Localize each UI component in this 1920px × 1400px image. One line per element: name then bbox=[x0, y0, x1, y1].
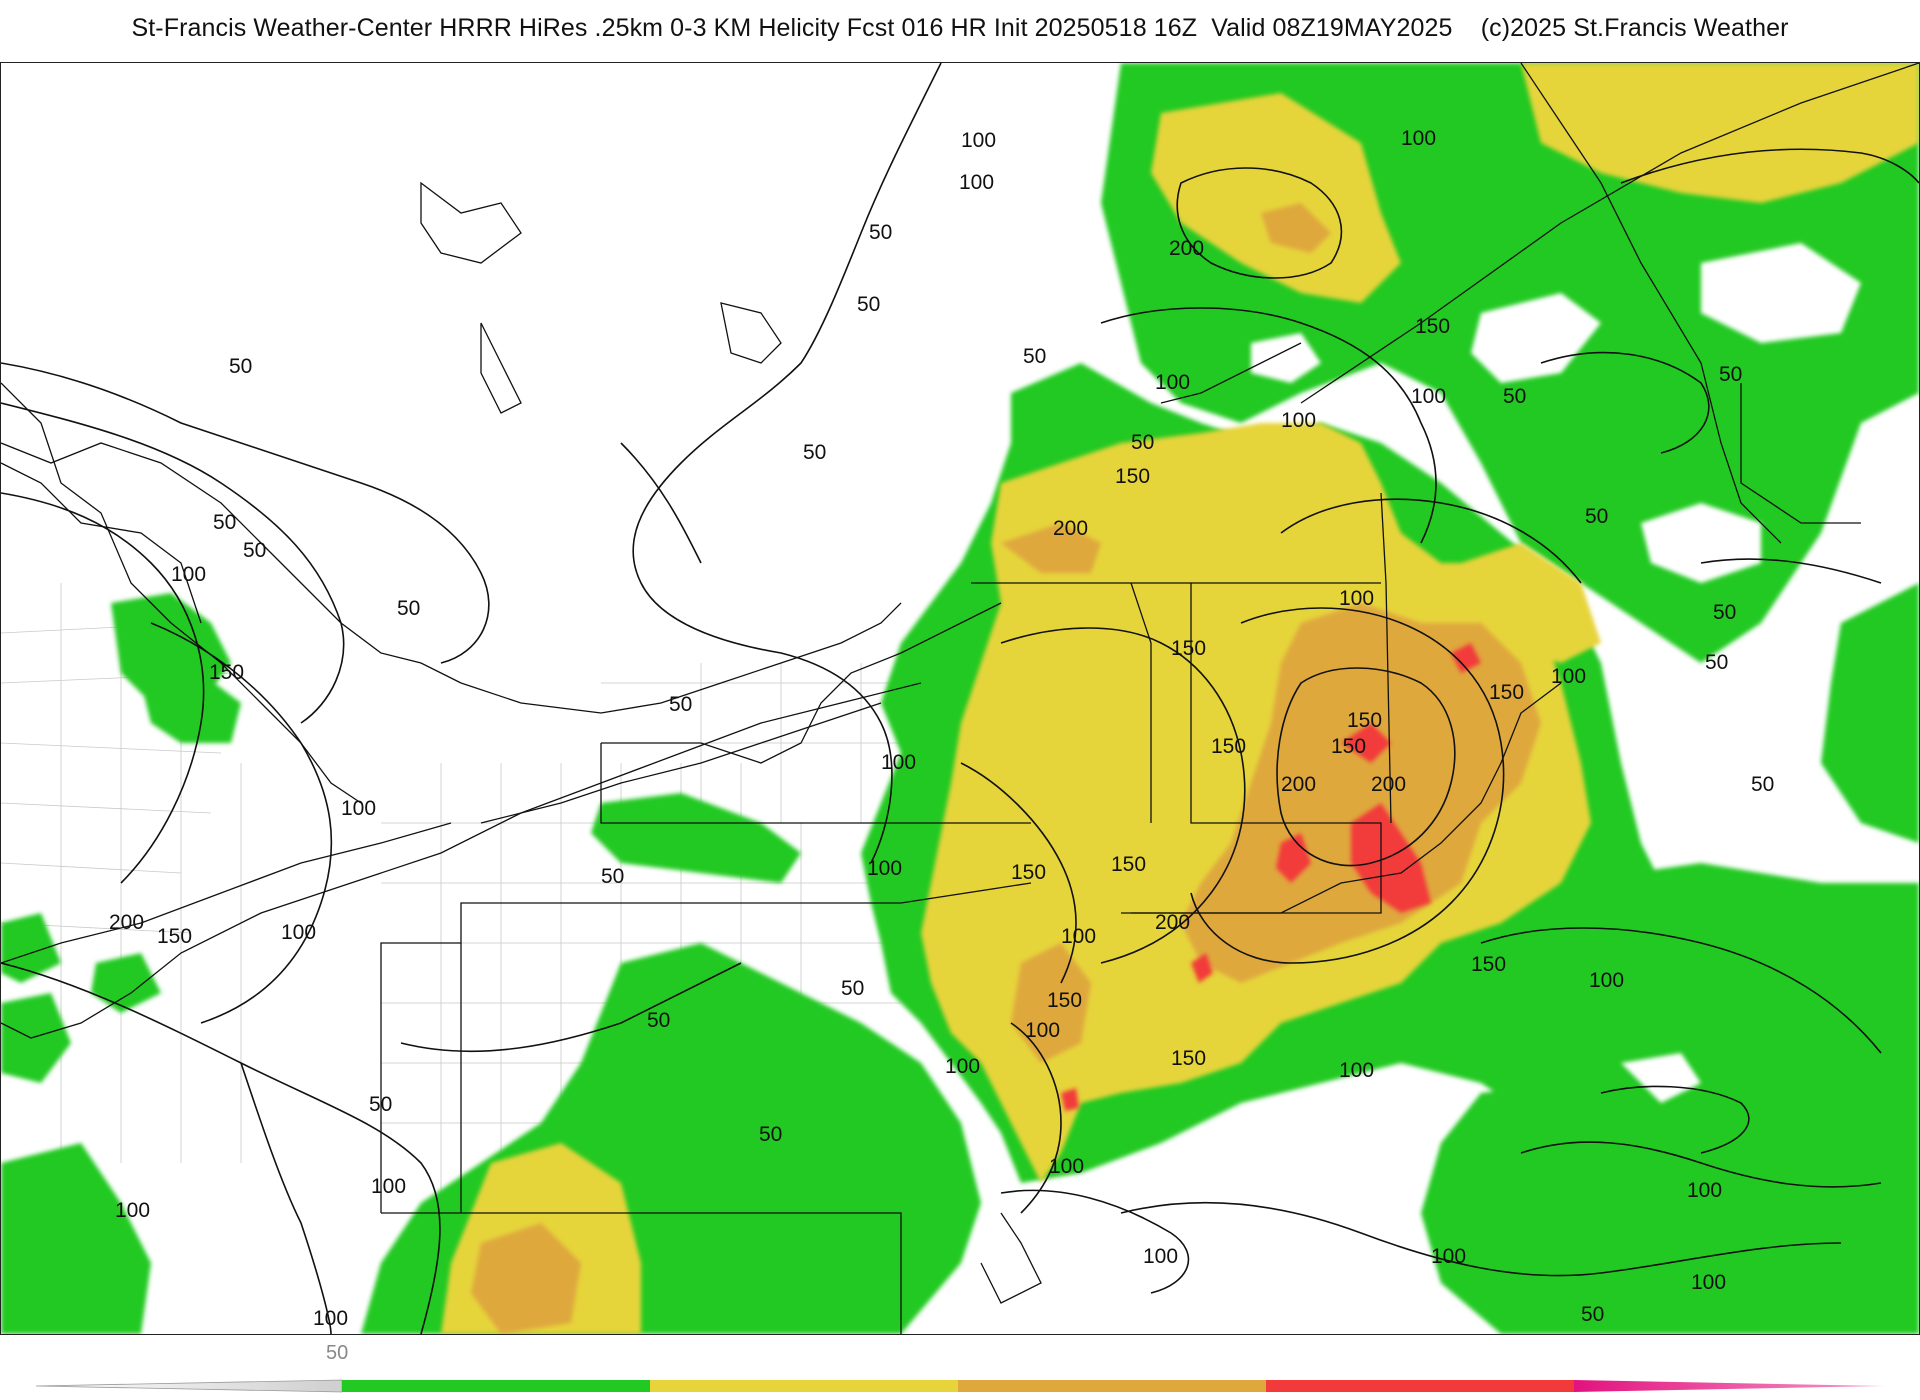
contour-label: 100 bbox=[1551, 665, 1586, 688]
contour-label: 150 bbox=[1331, 735, 1366, 758]
contour-label: 150 bbox=[1171, 637, 1206, 660]
contour-label: 50 bbox=[1705, 651, 1728, 674]
contour-label: 50 bbox=[841, 977, 864, 1000]
contour-label: 150 bbox=[1111, 853, 1146, 876]
contour-label: 100 bbox=[1049, 1155, 1084, 1178]
colorbar-band-above bbox=[1574, 1380, 1884, 1392]
contour-label: 100 bbox=[1143, 1245, 1178, 1268]
contour-label: 50 bbox=[803, 441, 826, 464]
contour-label: 200 bbox=[1155, 911, 1190, 934]
contour-label: 200 bbox=[1371, 773, 1406, 796]
contour-label: 50 bbox=[369, 1093, 392, 1116]
contour-label: 50 bbox=[1023, 345, 1046, 368]
contour-label: 200 bbox=[109, 911, 144, 934]
contour-labels: 100 100 200 50 50 150 100 100 50 100 50 … bbox=[115, 127, 1774, 1330]
state-borders bbox=[1, 63, 1919, 1334]
map-title: St-Francis Weather-Center HRRR HiRes .25… bbox=[131, 14, 1789, 42]
contour-label: 50 bbox=[213, 511, 236, 534]
contour-label: 50 bbox=[397, 597, 420, 620]
contour-label: 50 bbox=[1751, 773, 1774, 796]
contour-label: 100 bbox=[1589, 969, 1624, 992]
contour-label: 50 bbox=[869, 221, 892, 244]
colorbar: 50 bbox=[0, 1334, 1920, 1400]
contour-label: 150 bbox=[1047, 989, 1082, 1012]
contour-label: 150 bbox=[209, 661, 244, 684]
shading-50-100 bbox=[1, 63, 1919, 1334]
contour-label: 50 bbox=[229, 355, 252, 378]
shading-200-250 bbox=[1061, 643, 1481, 1111]
contour-label: 150 bbox=[1171, 1047, 1206, 1070]
helicity-map: 100 100 200 50 50 150 100 100 50 100 50 … bbox=[0, 62, 1920, 1335]
contour-label: 50 bbox=[1719, 363, 1742, 386]
contour-label: 50 bbox=[857, 293, 880, 316]
contour-label: 100 bbox=[867, 857, 902, 880]
contour-label: 150 bbox=[1011, 861, 1046, 884]
contour-label: 100 bbox=[1025, 1019, 1060, 1042]
contour-label: 150 bbox=[1115, 465, 1150, 488]
contour-label: 100 bbox=[1687, 1179, 1722, 1202]
contour-label: 100 bbox=[1281, 409, 1316, 432]
contour-label: 100 bbox=[1691, 1271, 1726, 1294]
contour-label: 50 bbox=[669, 693, 692, 716]
contour-label: 150 bbox=[157, 925, 192, 948]
contour-label: 50 bbox=[1585, 505, 1608, 528]
shading-150-200 bbox=[471, 203, 1541, 1334]
contour-label: 100 bbox=[115, 1199, 150, 1222]
contour-label: 50 bbox=[1581, 1303, 1604, 1326]
contour-label: 50 bbox=[601, 865, 624, 888]
contour-label: 100 bbox=[1411, 385, 1446, 408]
colorbar-tick-label: 50 bbox=[326, 1342, 349, 1364]
contour-label: 200 bbox=[1281, 773, 1316, 796]
contour-label: 150 bbox=[1211, 735, 1246, 758]
contour-label: 100 bbox=[371, 1175, 406, 1198]
contour-label: 50 bbox=[1503, 385, 1526, 408]
colorbar-band-100 bbox=[650, 1380, 958, 1392]
contour-label: 100 bbox=[961, 129, 996, 152]
contour-labels-west: 50 50 50 100 50 150 50 100 200 150 100 5… bbox=[109, 171, 994, 948]
contour-label: 100 bbox=[1339, 1059, 1374, 1082]
colorbar-band-below bbox=[35, 1379, 343, 1393]
contour-label: 50 bbox=[759, 1123, 782, 1146]
contour-label: 50 bbox=[647, 1009, 670, 1032]
contour-label: 100 bbox=[959, 171, 994, 194]
contour-label: 50 bbox=[1131, 431, 1154, 454]
contour-label: 100 bbox=[171, 563, 206, 586]
contour-label: 50 bbox=[243, 539, 266, 562]
contour-label: 150 bbox=[1489, 681, 1524, 704]
contour-label: 100 bbox=[1401, 127, 1436, 150]
contour-label: 100 bbox=[945, 1055, 980, 1078]
shading-holes bbox=[1251, 243, 1861, 1103]
contour-label: 150 bbox=[1415, 315, 1450, 338]
lake-outlines bbox=[1, 181, 902, 824]
contour-label: 150 bbox=[1471, 953, 1506, 976]
contour-label: 100 bbox=[1339, 587, 1374, 610]
contour-label: 50 bbox=[1713, 601, 1736, 624]
colorbar-band-200 bbox=[1266, 1380, 1574, 1392]
contour-label: 150 bbox=[1347, 709, 1382, 732]
contour-label: 200 bbox=[1169, 237, 1204, 260]
helicity-contours bbox=[1, 63, 1919, 1334]
contour-label: 100 bbox=[313, 1307, 348, 1330]
contour-label: 100 bbox=[341, 797, 376, 820]
contour-label: 100 bbox=[1061, 925, 1096, 948]
contour-label: 100 bbox=[1155, 371, 1190, 394]
colorbar-band-150 bbox=[958, 1380, 1266, 1392]
colorbar-band-50 bbox=[342, 1380, 650, 1392]
contour-label: 100 bbox=[281, 921, 316, 944]
contour-label: 100 bbox=[1431, 1245, 1466, 1268]
contour-label: 200 bbox=[1053, 517, 1088, 540]
contour-label: 100 bbox=[881, 751, 916, 774]
